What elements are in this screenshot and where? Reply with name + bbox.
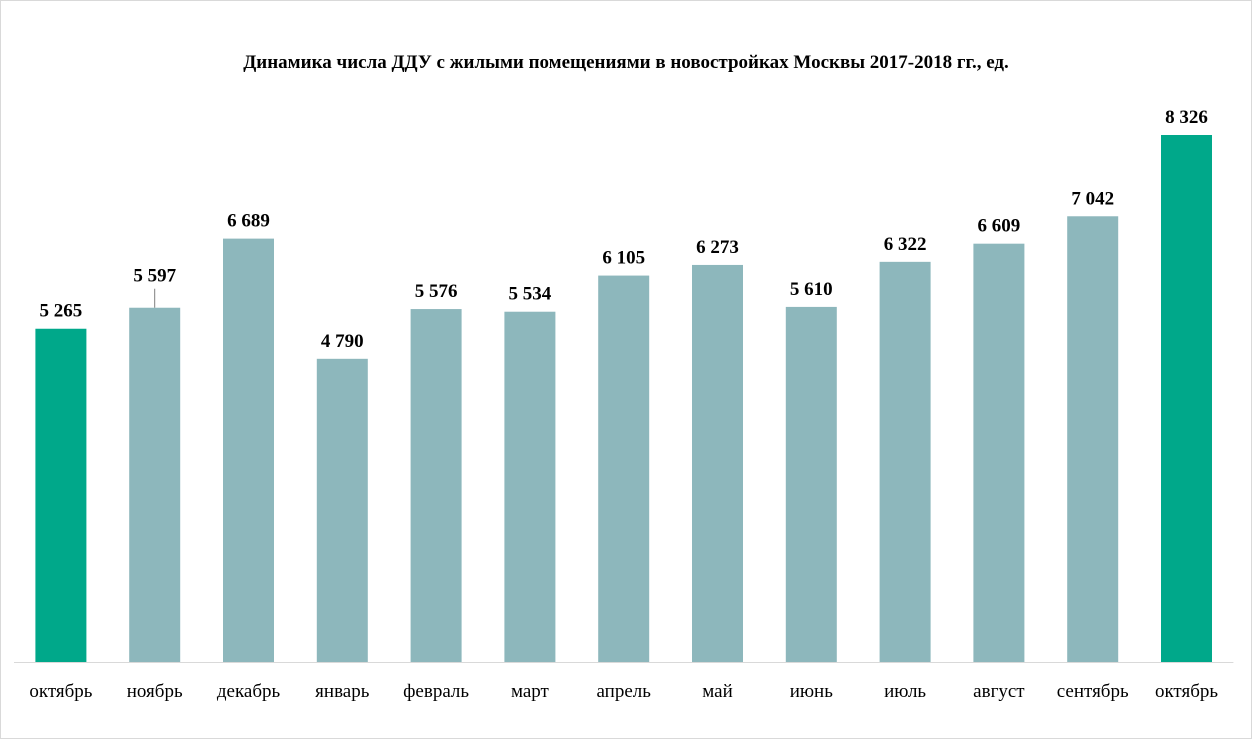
bar-11 bbox=[1067, 216, 1119, 663]
value-label-12: 8 326 bbox=[1165, 107, 1208, 128]
category-label-3: январь bbox=[315, 681, 370, 702]
value-label-9: 6 322 bbox=[884, 234, 927, 255]
category-label-6: апрель bbox=[596, 681, 651, 702]
category-label-1: ноябрь bbox=[127, 681, 183, 702]
category-label-2: декабрь bbox=[217, 681, 281, 702]
bar-4 bbox=[410, 309, 462, 662]
value-label-4: 5 576 bbox=[415, 281, 458, 302]
bar-9 bbox=[879, 261, 931, 662]
category-label-9: июль bbox=[884, 681, 926, 702]
category-label-5: март bbox=[511, 681, 550, 702]
category-label-8: июнь bbox=[790, 681, 834, 702]
category-label-0: октябрь bbox=[29, 681, 92, 702]
category-label-10: август bbox=[973, 681, 1025, 702]
bar-2 bbox=[223, 238, 274, 663]
bar-8 bbox=[785, 306, 837, 662]
value-label-11: 7 042 bbox=[1071, 188, 1114, 209]
chart-title: Динамика числа ДДУ с жилыми помещениями … bbox=[243, 52, 1009, 73]
category-label-11: сентябрь bbox=[1057, 681, 1129, 702]
bar-12 bbox=[1161, 135, 1212, 662]
category-label-12: октябрь bbox=[1155, 681, 1218, 702]
bar-1 bbox=[129, 307, 181, 662]
bar-3 bbox=[316, 358, 368, 662]
bar-5 bbox=[504, 311, 556, 662]
value-label-8: 5 610 bbox=[790, 279, 833, 300]
value-label-3: 4 790 bbox=[321, 331, 364, 352]
bar-7 bbox=[692, 264, 743, 662]
value-label-2: 6 689 bbox=[227, 211, 270, 232]
value-label-0: 5 265 bbox=[40, 301, 83, 322]
category-label-7: май bbox=[702, 681, 733, 702]
bar-10 bbox=[973, 243, 1025, 662]
value-label-10: 6 609 bbox=[978, 216, 1021, 237]
value-label-1: 5 597 bbox=[133, 266, 176, 287]
bar-0 bbox=[35, 328, 87, 662]
value-label-5: 5 534 bbox=[509, 284, 552, 305]
bar-6 bbox=[598, 275, 650, 662]
value-label-6: 6 105 bbox=[602, 248, 645, 269]
category-label-4: февраль bbox=[403, 681, 469, 702]
value-label-7: 6 273 bbox=[696, 237, 739, 258]
